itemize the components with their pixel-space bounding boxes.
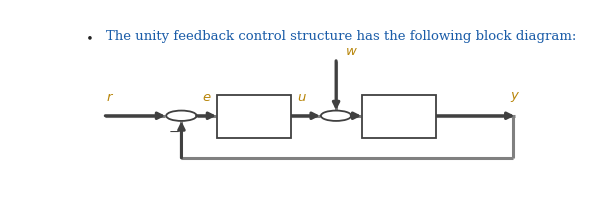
Text: $e$: $e$	[202, 91, 212, 104]
Text: $P(s)$: $P(s)$	[385, 107, 413, 125]
Bar	[217, 95, 291, 138]
Text: $u$: $u$	[297, 91, 307, 104]
Text: $C(s)$: $C(s)$	[239, 107, 269, 125]
Text: $w$: $w$	[344, 45, 357, 58]
Text: $\bullet$: $\bullet$	[85, 30, 93, 43]
Bar	[362, 95, 436, 138]
Text: $y$: $y$	[510, 91, 520, 104]
Text: $r$: $r$	[106, 91, 114, 104]
Text: $-$: $-$	[168, 125, 179, 138]
Text: The unity feedback control structure has the following block diagram:: The unity feedback control structure has…	[106, 30, 577, 43]
